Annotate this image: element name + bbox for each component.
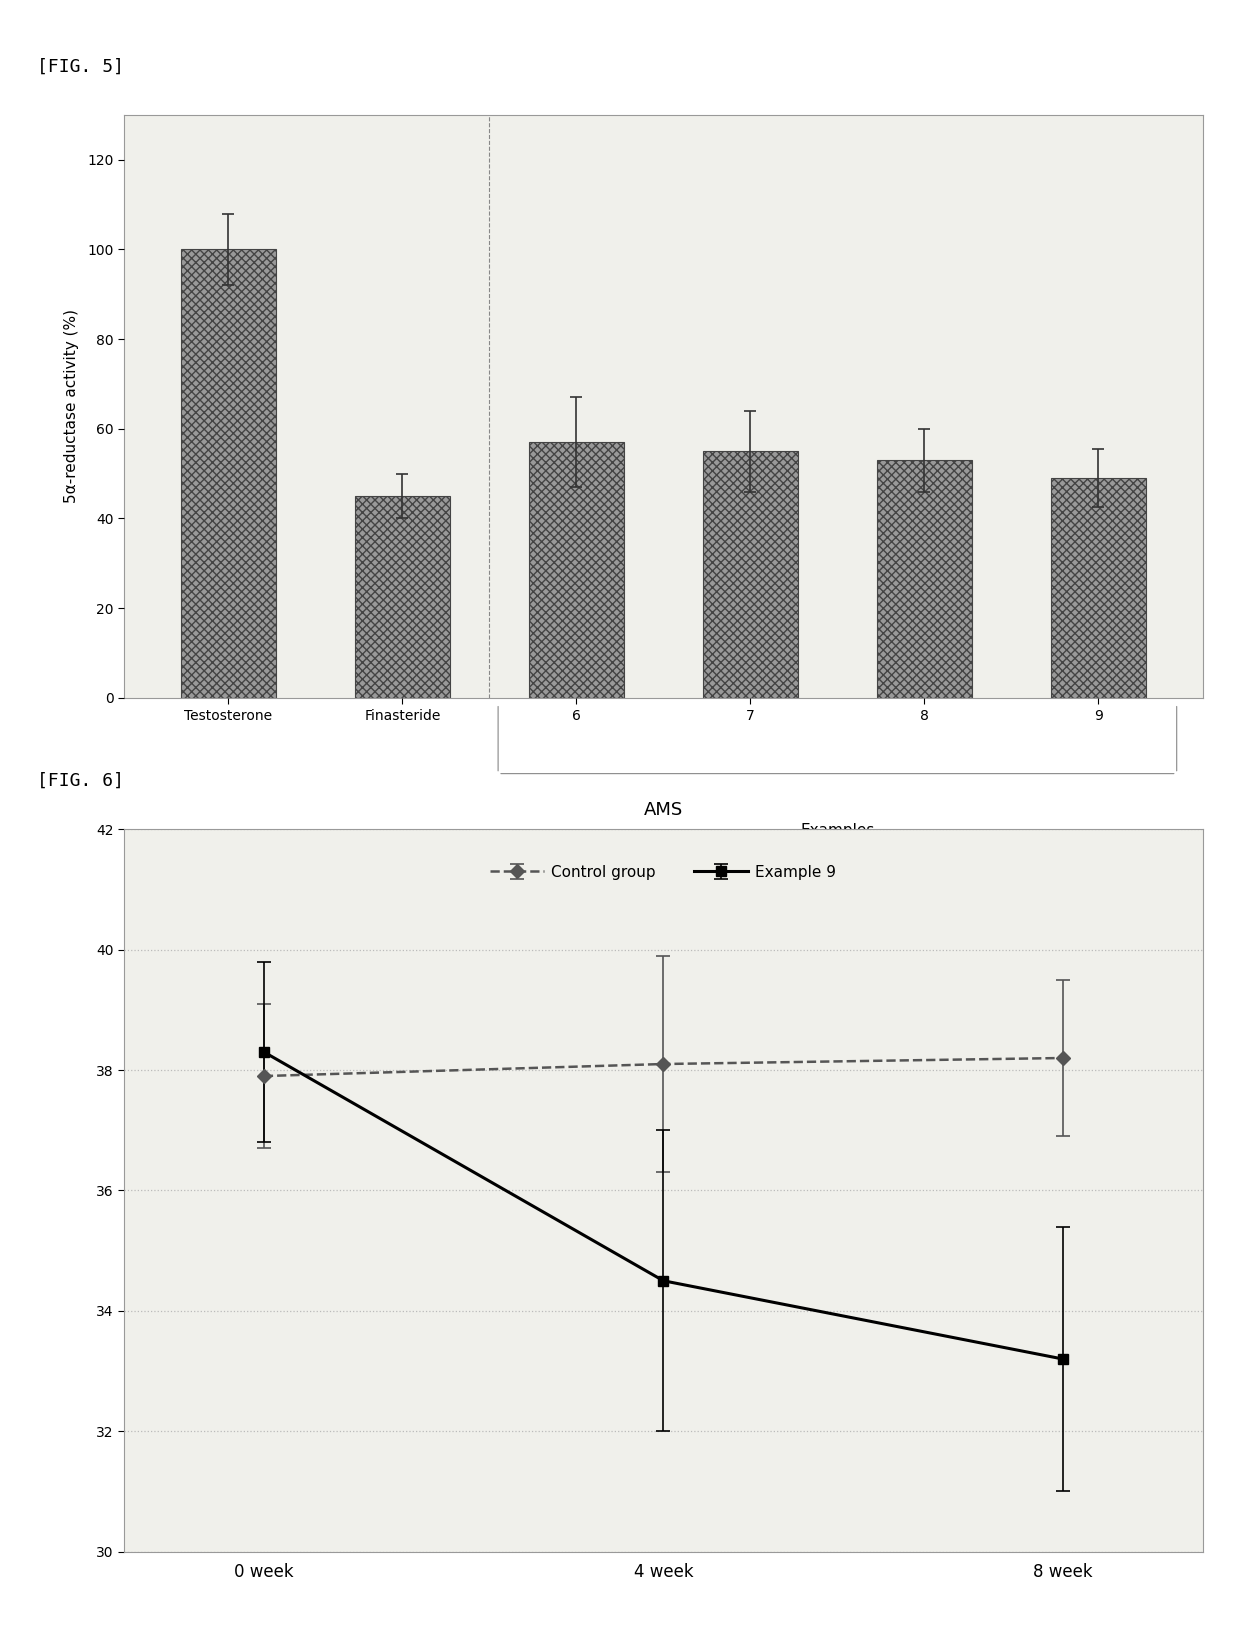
- Bar: [703, 452, 799, 698]
- Bar: [877, 460, 972, 698]
- Text: [FIG. 5]: [FIG. 5]: [37, 57, 124, 76]
- Y-axis label: 5α-reductase activity (%): 5α-reductase activity (%): [64, 309, 79, 504]
- Text: Examples: Examples: [800, 823, 874, 839]
- Bar: [181, 250, 277, 698]
- Text: [FIG. 6]: [FIG. 6]: [37, 772, 124, 790]
- Title: AMS: AMS: [644, 801, 683, 819]
- Bar: [355, 496, 450, 698]
- Bar: [528, 442, 624, 698]
- Bar: [1050, 478, 1146, 698]
- Legend: Control group, Example 9: Control group, Example 9: [485, 859, 842, 885]
